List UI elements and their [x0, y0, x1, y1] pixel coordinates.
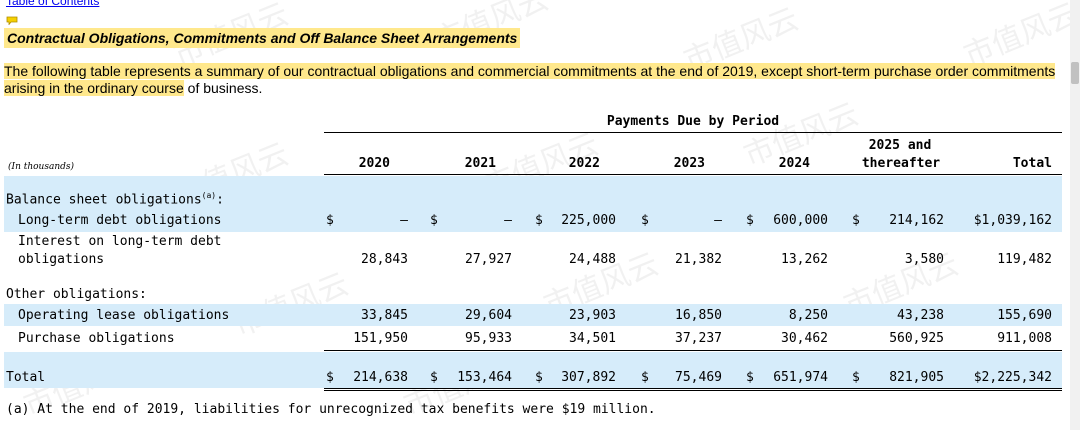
col-header-2023: 2023: [673, 156, 705, 171]
section-other: Other obligations:: [4, 270, 1062, 304]
value-2022: 307,892: [561, 370, 616, 385]
currency-symbol: $: [641, 370, 649, 385]
value-2025-thereafter: 821,905: [889, 370, 944, 385]
intro-highlighted-text: The following table represents a summary…: [4, 63, 1056, 96]
currency-symbol: $: [746, 370, 754, 385]
value-total: 119,482: [997, 252, 1052, 267]
value-2025-thereafter: 43,238: [897, 308, 944, 323]
value-total: $1,039,162: [973, 213, 1052, 228]
row-label: Long-term debt obligations: [18, 213, 222, 228]
value-2024: 600,000: [773, 213, 828, 228]
intro-paragraph: The following table represents a summary…: [4, 63, 1072, 97]
value-2024: 8,250: [788, 308, 828, 323]
col-header-thereafter: thereafter: [861, 156, 941, 171]
value-2023: 16,850: [675, 308, 722, 323]
value-total: 911,008: [997, 331, 1052, 346]
row-label: Purchase obligations: [18, 331, 175, 346]
comment-icon[interactable]: [6, 16, 18, 25]
value-2022: 23,903: [569, 308, 616, 323]
value-2024: 651,974: [773, 370, 828, 385]
value-2024: 13,262: [781, 252, 828, 267]
currency-symbol: $: [326, 370, 334, 385]
value-2022: 24,488: [569, 252, 616, 267]
vertical-scrollbar[interactable]: [1070, 0, 1080, 430]
value-2022: 225,000: [561, 213, 616, 228]
scrollbar-thumb[interactable]: [1071, 62, 1079, 84]
col-header-total: Total: [1012, 156, 1052, 171]
table-row-long-term-debt: Long-term debt obligations $ — $ — $ 225…: [4, 210, 1062, 232]
value-2023: 21,382: [675, 252, 722, 267]
value-2021: 29,604: [465, 308, 512, 323]
value-2023: —: [714, 213, 722, 228]
value-2020: 151,950: [353, 331, 408, 346]
currency-symbol: $: [852, 213, 860, 228]
col-header-2022: 2022: [568, 156, 600, 171]
table-row-purchase: Purchase obligations 151,950 95,933 34,5…: [4, 326, 1062, 350]
row-label: Operating lease obligations: [18, 308, 230, 323]
currency-symbol: $: [430, 213, 438, 228]
row-label-line-1: Interest on long-term debt: [18, 234, 222, 249]
obligations-table: Payments Due by Period (In thousands) 20…: [4, 112, 1062, 396]
section-colon: :: [216, 192, 224, 208]
col-header-2024: 2024: [778, 156, 810, 171]
currency-symbol: $: [746, 213, 754, 228]
row-label-line-2: obligations: [18, 252, 105, 267]
currency-symbol: $: [535, 213, 543, 228]
payments-due-header: Payments Due by Period: [606, 114, 780, 129]
value-2025-thereafter: 214,162: [889, 213, 944, 228]
footnote: (a) At the end of 2019, liabilities for …: [6, 402, 656, 417]
value-2024: 30,462: [781, 331, 828, 346]
section-label: Balance sheet obligations: [6, 192, 202, 208]
section-heading: Contractual Obligations, Commitments and…: [4, 28, 521, 48]
units-label: (In thousands): [8, 162, 75, 172]
value-2021: —: [504, 213, 512, 228]
value-2025-thereafter: 3,580: [904, 252, 944, 267]
section-label: Other obligations:: [6, 287, 147, 302]
col-header-2020: 2020: [358, 156, 390, 171]
value-total: $2,225,342: [973, 370, 1052, 385]
section-balance-sheet: Balance sheet obligations(a):: [4, 176, 1062, 210]
value-2025-thereafter: 560,925: [889, 331, 944, 346]
table-row-interest: Interest on long-term debt obligations 2…: [4, 232, 1062, 270]
value-2023: 37,237: [675, 331, 722, 346]
currency-symbol: $: [326, 213, 334, 228]
value-2020: —: [400, 213, 408, 228]
col-header-2021: 2021: [464, 156, 496, 171]
value-2023: 75,469: [675, 370, 722, 385]
value-2021: 153,464: [457, 370, 512, 385]
currency-symbol: $: [641, 213, 649, 228]
col-header-2025-and: 2025 and: [868, 138, 932, 153]
value-total: 155,690: [997, 308, 1052, 323]
row-label: Total: [6, 370, 46, 385]
table-row-total: Total $ 214,638 $ 153,464 $ 307,892 $ 75…: [4, 352, 1062, 388]
value-2020: 33,845: [361, 308, 408, 323]
currency-symbol: $: [852, 370, 860, 385]
currency-symbol: $: [430, 370, 438, 385]
value-2021: 95,933: [465, 331, 512, 346]
value-2020: 214,638: [353, 370, 408, 385]
value-2020: 28,843: [361, 252, 408, 267]
table-row-operating-lease: Operating lease obligations 33,845 29,60…: [4, 304, 1062, 326]
intro-rest-text: of business.: [183, 80, 263, 96]
value-2022: 34,501: [569, 331, 616, 346]
footnote-ref: (a): [201, 191, 217, 200]
value-2021: 27,927: [465, 252, 512, 267]
table-of-contents-link[interactable]: Table of Contents: [6, 0, 100, 8]
currency-symbol: $: [535, 370, 543, 385]
